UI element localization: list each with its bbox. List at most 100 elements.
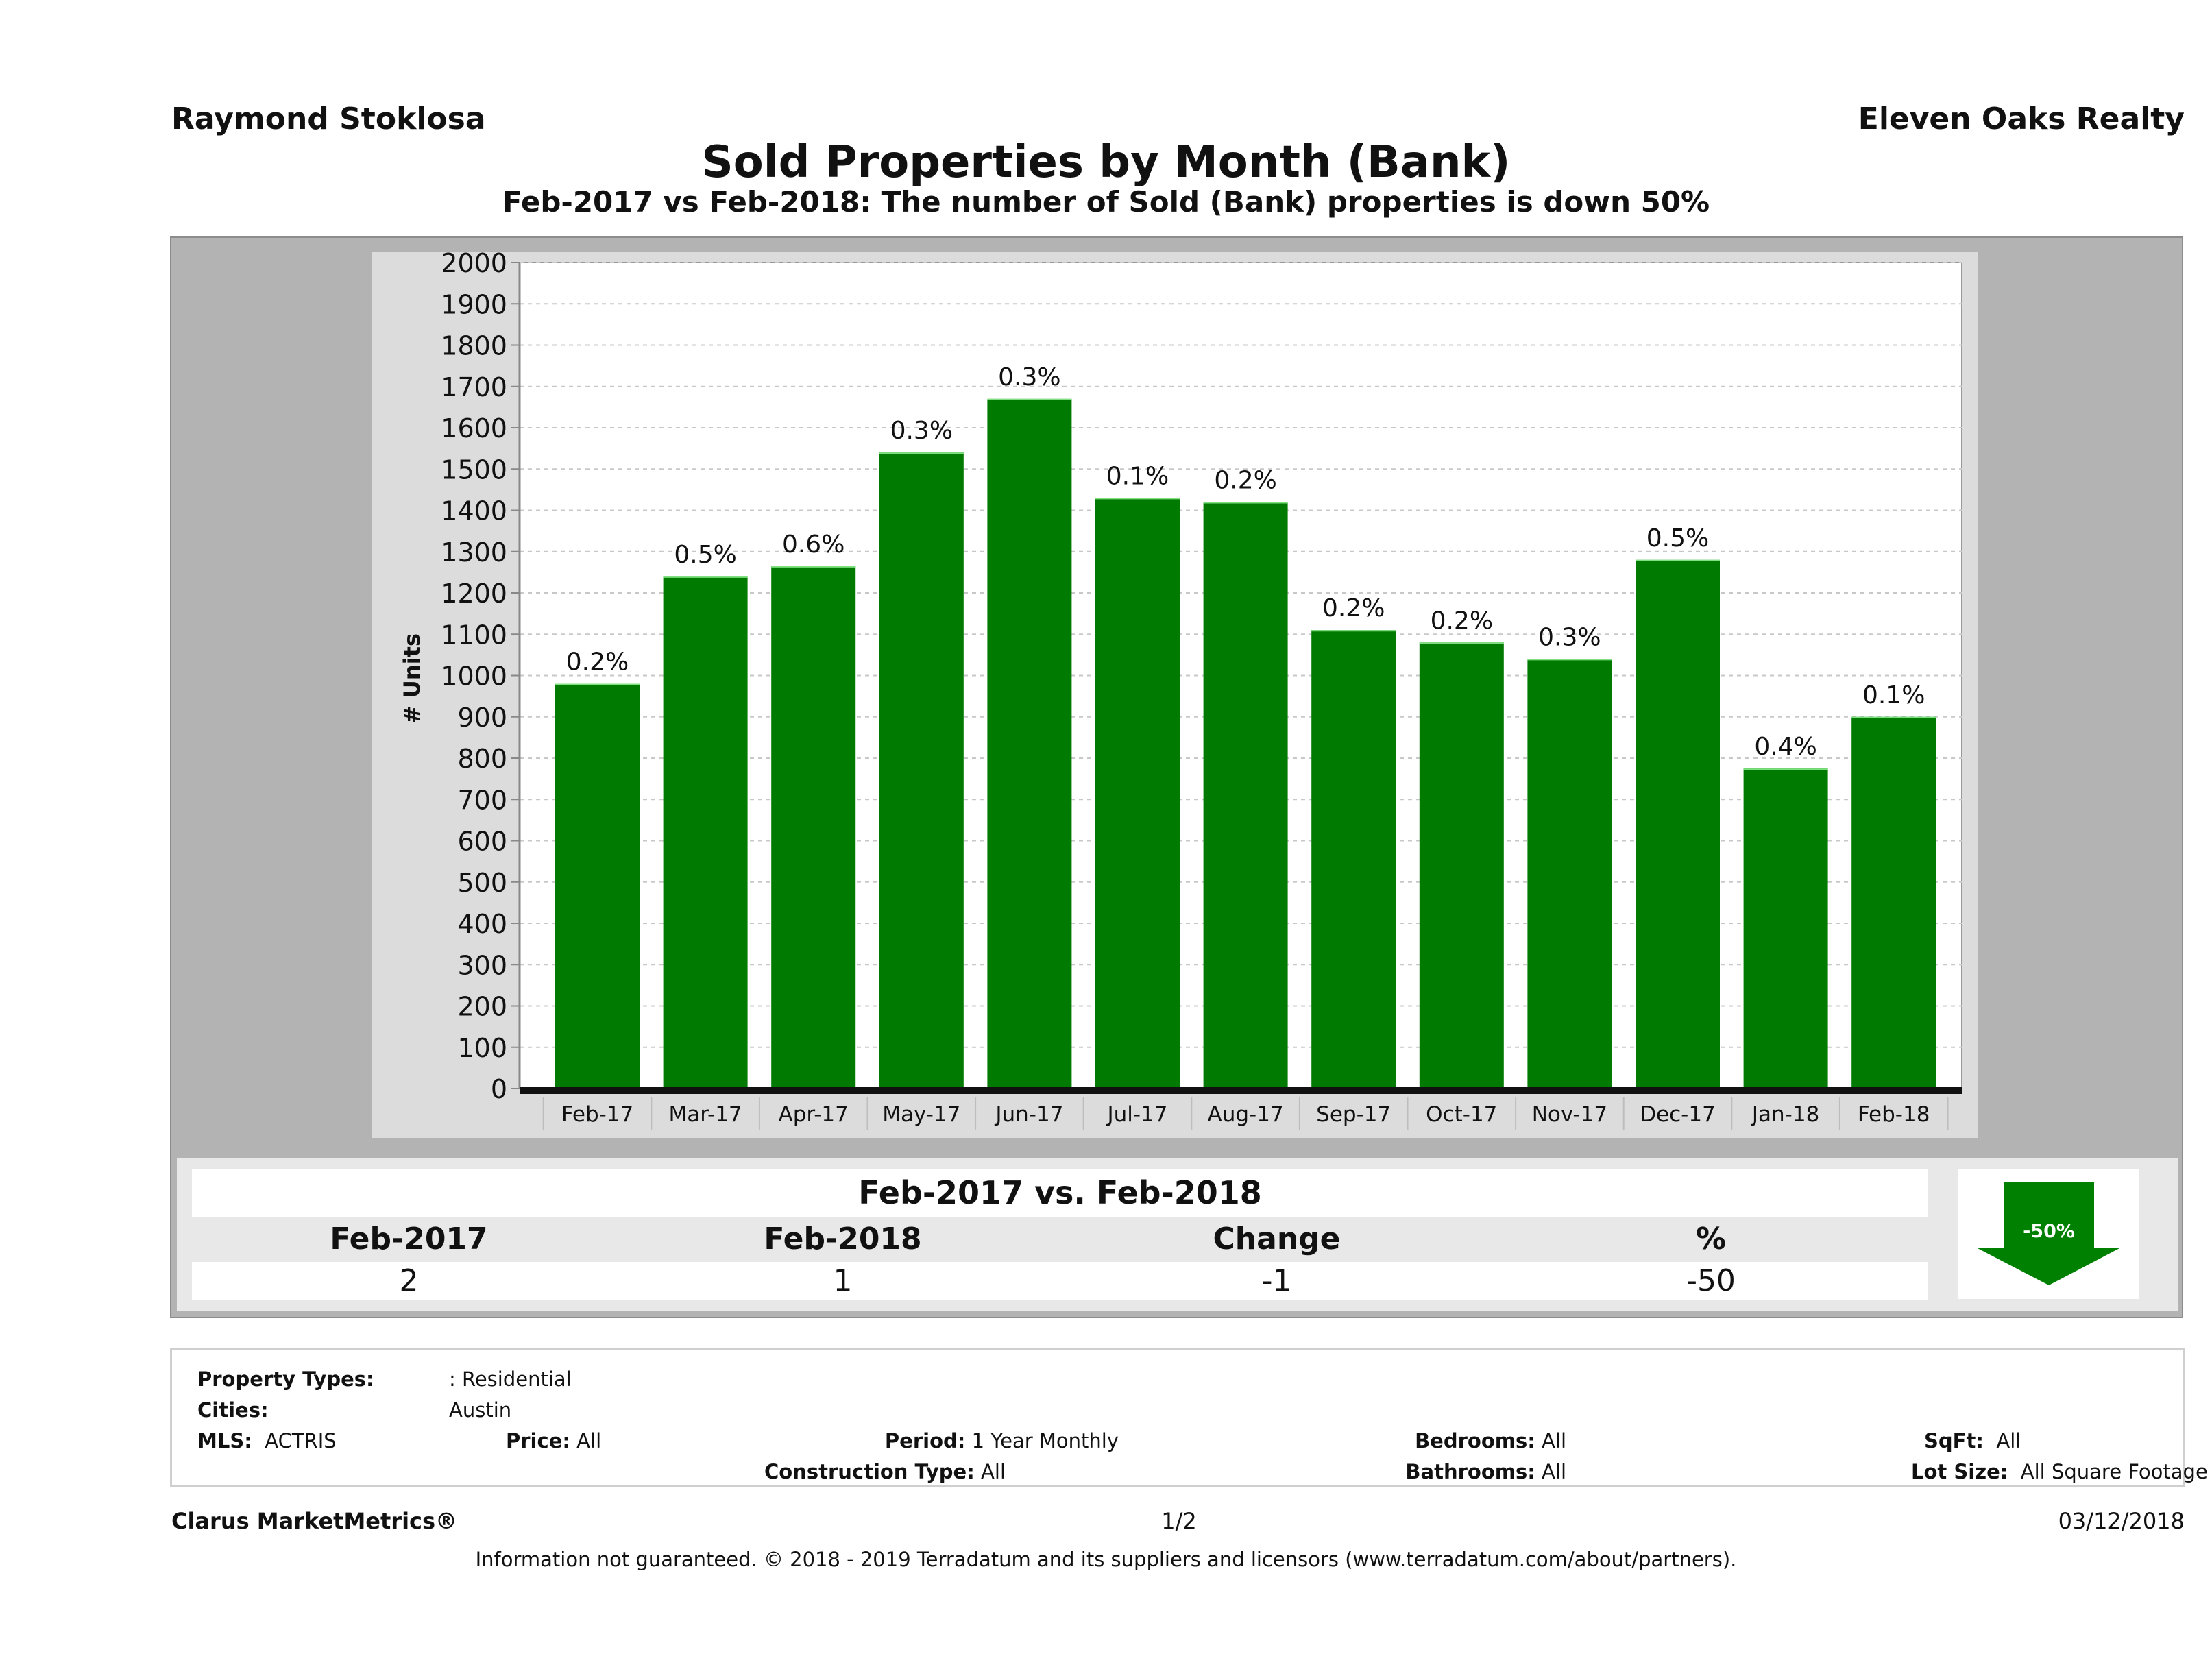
data-labels: 0.2% 0.5% 0.6% 0.3% 0.3% 0.1% 0.2% 0.2% 0.2% 0.3%…: [566, 363, 1925, 761]
y-tick-label: 1200: [441, 579, 507, 609]
y-tick-label: 2000: [441, 248, 507, 278]
report-date: 03/12/2018: [2058, 1508, 2185, 1534]
x-tick-label: Feb-18: [1858, 1102, 1930, 1127]
y-tick-label: 600: [457, 827, 507, 857]
data-label: 0.3%: [1538, 623, 1601, 651]
property-types-label: Property Types:: [197, 1367, 374, 1391]
bedrooms-label: Bedrooms:: [1415, 1429, 1535, 1452]
data-label: 0.5%: [1646, 524, 1709, 552]
change-badge: -50%: [1958, 1169, 2139, 1299]
construction-type-label: Construction Type:: [764, 1460, 975, 1483]
data-label: 0.6%: [782, 531, 844, 559]
data-label: 0.1%: [1862, 681, 1925, 709]
y-tick-label: 500: [457, 868, 507, 898]
lot-size-label: Lot Size:: [1911, 1460, 2008, 1483]
bar: [1095, 498, 1180, 1089]
report-title: Sold Properties by Month (Bank): [701, 137, 1511, 188]
summary-value-feb-2017: 2: [192, 1262, 626, 1300]
report-subtitle: Feb-2017 vs Feb-2018: The number of Sold…: [502, 185, 1710, 219]
y-tick-label: 1900: [441, 289, 507, 319]
bar: [1311, 630, 1396, 1089]
property-types-value: : Residential: [449, 1367, 572, 1391]
y-tick-label: 900: [457, 703, 507, 733]
bar: [1527, 659, 1612, 1089]
bar: [1419, 642, 1504, 1089]
y-tick-label: 700: [457, 785, 507, 815]
bar: [879, 452, 964, 1089]
summary-header-feb-2018: Feb-2018: [764, 1221, 922, 1256]
mls-value: ACTRIS: [265, 1429, 337, 1452]
cities-label: Cities:: [197, 1398, 269, 1422]
y-tick-label: 0: [491, 1074, 507, 1104]
x-tick-label: Oct-17: [1426, 1102, 1497, 1127]
x-tick-label: Mar-17: [669, 1102, 742, 1127]
bathrooms-label: Bathrooms:: [1405, 1460, 1535, 1483]
bar: [1743, 768, 1828, 1089]
y-tick-label: 300: [457, 950, 507, 980]
bars: [555, 398, 1936, 1089]
y-tick-label: 800: [457, 744, 507, 774]
y-tick-label: 1600: [441, 413, 507, 443]
x-axis-line: [520, 1087, 1962, 1094]
summary-title: Feb-2017 vs. Feb-2018: [192, 1169, 1928, 1217]
period-value: 1 Year Monthly: [971, 1429, 1119, 1452]
y-tick-label: 1700: [441, 372, 507, 402]
bar: [987, 398, 1072, 1089]
summary-value-change: -1: [1060, 1262, 1494, 1300]
x-tick-label: Nov-17: [1532, 1102, 1607, 1127]
x-tick-label: Aug-17: [1208, 1102, 1284, 1127]
agent-name: Raymond Stoklosa: [171, 101, 486, 136]
y-tick-label: 1400: [441, 496, 507, 526]
data-label: 0.3%: [998, 363, 1060, 391]
y-tick-label: 1500: [441, 454, 507, 485]
bar: [1636, 559, 1720, 1089]
bedrooms-value: All: [1542, 1429, 1566, 1452]
y-tick-label: 100: [457, 1033, 507, 1063]
bar: [663, 576, 748, 1089]
disclaimer: Information not guaranteed. © 2018 - 201…: [475, 1548, 1737, 1571]
bar: [771, 566, 856, 1089]
x-tick-label: Feb-17: [561, 1102, 634, 1127]
filter-details: [170, 1348, 2185, 1487]
data-label: 0.2%: [1322, 594, 1385, 622]
x-tick-label: Dec-17: [1640, 1102, 1716, 1127]
x-tick-label: Apr-17: [779, 1102, 849, 1127]
price-value: All: [576, 1429, 602, 1452]
data-label: 0.1%: [1106, 462, 1169, 490]
y-tick-label: 1300: [441, 537, 507, 568]
summary-header-change: Change: [1213, 1221, 1341, 1256]
cities-value: Austin: [449, 1398, 512, 1422]
sqft-label: SqFt:: [1924, 1429, 1984, 1452]
data-label: 0.2%: [1431, 607, 1493, 635]
y-tick-label: 1000: [441, 661, 507, 692]
bathrooms-value: All: [1542, 1460, 1566, 1483]
bar-chart: 0 100 200 300 400 500 600 700 800 900 1000 1100 1200…: [399, 248, 1962, 1130]
data-label: 0.2%: [566, 648, 629, 677]
bar: [1851, 716, 1936, 1089]
x-tick-label: Jun-17: [994, 1102, 1063, 1127]
y-tick-label: 200: [457, 992, 507, 1022]
down-arrow-icon: -50%: [1976, 1182, 2121, 1285]
data-label: 0.3%: [890, 417, 953, 445]
price-label: Price:: [506, 1429, 570, 1452]
y-tick-label: 1800: [441, 331, 507, 361]
construction-type-value: All: [981, 1460, 1006, 1483]
x-tick-label: May-17: [882, 1102, 960, 1127]
summary-header-percent: %: [1695, 1221, 1727, 1256]
x-tick-label: Jul-17: [1106, 1102, 1167, 1127]
bar: [1203, 502, 1288, 1089]
summary-value-percent: -50: [1494, 1262, 1928, 1300]
summary-value-feb-2018: 1: [626, 1262, 1060, 1300]
x-tick-label: Jan-18: [1751, 1102, 1819, 1127]
x-tick-label: Sep-17: [1316, 1102, 1391, 1127]
y-tick-label: 1100: [441, 620, 507, 650]
product-name: Clarus MarketMetrics®: [171, 1508, 458, 1534]
gridlines: [520, 262, 1962, 1048]
bar: [555, 683, 640, 1089]
brokerage-name: Eleven Oaks Realty: [1858, 101, 2185, 136]
y-axis-label: # Units: [399, 633, 425, 724]
data-label: 0.4%: [1754, 733, 1816, 761]
x-axis: Feb-17 Mar-17 Apr-17 May-17 Jun-17 Jul-17 Aug-…: [520, 1087, 1962, 1130]
data-label: 0.5%: [674, 541, 736, 569]
y-tick-label: 400: [457, 909, 507, 939]
